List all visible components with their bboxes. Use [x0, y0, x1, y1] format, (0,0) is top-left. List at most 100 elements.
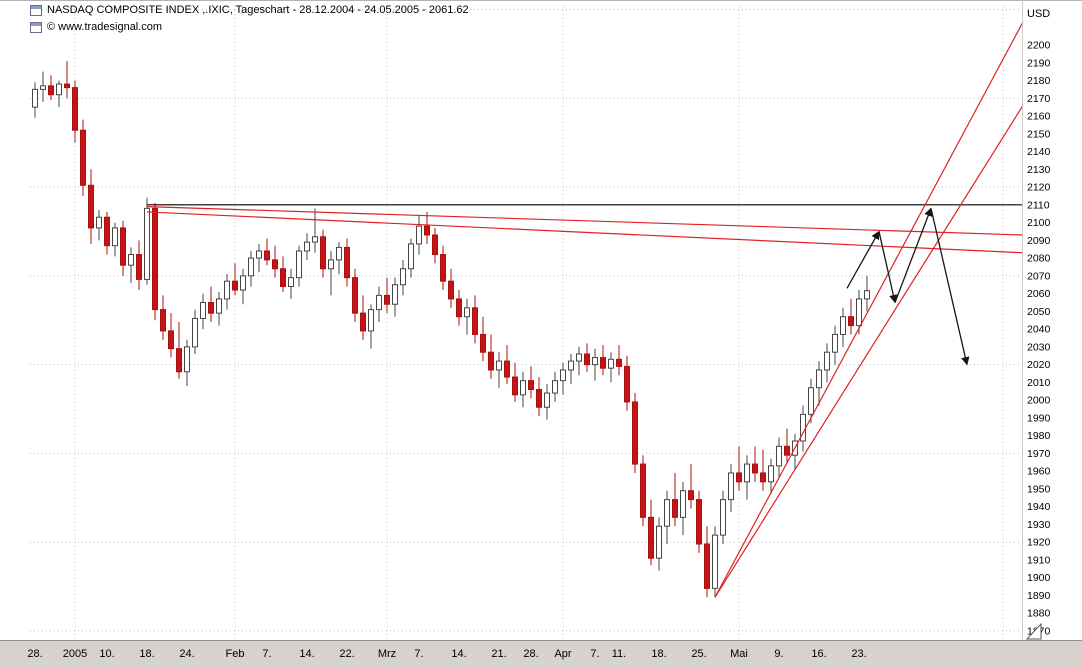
candle-body [432, 234, 438, 256]
candle-body [808, 387, 814, 415]
candle-body [648, 516, 654, 559]
y-axis-label: 2170 [1027, 93, 1051, 105]
x-axis-label: 16. [811, 648, 826, 660]
candle-body [680, 490, 686, 518]
candlestick [464, 298, 470, 335]
x-axis-label: 21. [491, 648, 506, 660]
candle-body [592, 357, 598, 366]
candle-body [288, 277, 294, 288]
projection-arrow[interactable] [894, 207, 933, 303]
candlestick [832, 325, 838, 365]
candlestick [664, 490, 670, 544]
candle-body [360, 312, 366, 332]
candlestick [416, 215, 422, 255]
candlestick [72, 80, 78, 143]
candlestick [136, 240, 142, 291]
candle-body [816, 369, 822, 389]
candle-body [168, 330, 174, 350]
candlestick [424, 211, 430, 244]
x-axis-label: Feb [226, 648, 245, 660]
y-axis-label: 2180 [1027, 75, 1051, 87]
candlestick [312, 208, 318, 253]
candlestick [512, 362, 518, 402]
candle-body [640, 463, 646, 518]
upper-red-trendline[interactable] [146, 205, 1024, 236]
candle-body [144, 207, 150, 280]
x-axis-strip [0, 641, 1082, 668]
candle-body [496, 360, 502, 371]
candle-body [856, 298, 862, 327]
candlestick [352, 268, 358, 323]
lower-red-trendline[interactable] [146, 211, 1024, 254]
resize-grip-icon[interactable] [1025, 622, 1042, 640]
x-axis-label: 28. [523, 648, 538, 660]
candlestick [56, 80, 62, 108]
x-axis-label: 18. [651, 648, 666, 660]
candlestick [408, 238, 414, 278]
y-axis-label: 2090 [1027, 235, 1051, 247]
candle-body [120, 227, 126, 266]
candle-body [576, 353, 582, 362]
candlestick [568, 353, 574, 385]
candle-body [736, 472, 742, 483]
candle-body [96, 216, 102, 229]
y-axis-label: 2150 [1027, 128, 1051, 140]
candlestick [368, 304, 374, 349]
candlestick [680, 481, 686, 536]
candle-body [136, 254, 142, 280]
y-axis-label: 1970 [1027, 448, 1051, 460]
y-axis-label: 1950 [1027, 483, 1051, 495]
candlestick [384, 277, 390, 314]
candle-body [560, 369, 566, 382]
candlestick [232, 263, 238, 296]
candle-body [352, 277, 358, 314]
projection-arrow[interactable] [846, 230, 880, 289]
candle-body [832, 333, 838, 353]
candle-body [696, 499, 702, 545]
y-axis-label: 2080 [1027, 253, 1051, 265]
candlestick [816, 361, 822, 406]
candlestick [248, 250, 254, 287]
candle-body [536, 388, 542, 408]
x-axis-label: 25. [691, 648, 706, 660]
candlestick [216, 291, 222, 326]
x-axis-label: 2005 [63, 648, 87, 660]
y-axis-label: 2130 [1027, 164, 1051, 176]
candlestick [688, 464, 694, 509]
candlestick [32, 82, 38, 118]
candle-body [184, 346, 190, 373]
candle-body [64, 83, 70, 89]
x-axis-label: 18. [139, 648, 154, 660]
candlestick [440, 245, 446, 291]
candlestick [608, 352, 614, 383]
candle-body [656, 525, 662, 559]
x-axis-label: 14. [299, 648, 314, 660]
candle-body [368, 309, 374, 332]
candlestick [64, 60, 70, 99]
candle-body [408, 243, 414, 270]
projection-arrow[interactable] [930, 208, 970, 366]
candlestick [480, 316, 486, 362]
steep-support-trendline[interactable] [714, 21, 1024, 598]
projection-arrow[interactable] [878, 231, 898, 304]
y-axis-label: 2060 [1027, 288, 1051, 300]
candlestick [840, 307, 846, 347]
candle-body [336, 246, 342, 261]
y-axis-label: 2160 [1027, 111, 1051, 123]
shallow-support-trendline[interactable] [714, 105, 1024, 598]
x-axis-label: 7. [262, 648, 271, 660]
candlestick [768, 458, 774, 495]
candlestick [552, 371, 558, 402]
x-axis-label: 14. [451, 648, 466, 660]
candlestick [752, 446, 758, 482]
candle-body [456, 298, 462, 318]
candle-body [488, 351, 494, 371]
x-axis-label: 11. [612, 648, 626, 660]
y-axis-label: 2020 [1027, 359, 1051, 371]
candlestick [264, 238, 270, 266]
candlestick [256, 243, 262, 273]
candle-body [192, 317, 198, 348]
candle-body [608, 358, 614, 369]
candlestick [528, 366, 534, 399]
